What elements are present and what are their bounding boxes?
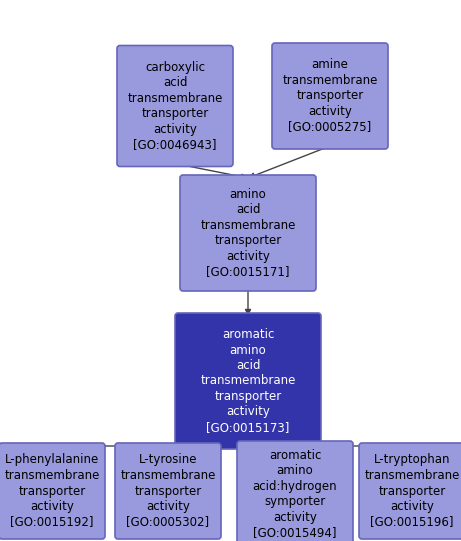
Text: L-phenylalanine
transmembrane
transporter
activity
[GO:0015192]: L-phenylalanine transmembrane transporte… [4,453,100,529]
FancyBboxPatch shape [175,313,321,449]
Text: carboxylic
acid
transmembrane
transporter
activity
[GO:0046943]: carboxylic acid transmembrane transporte… [127,61,223,151]
Text: amino
acid
transmembrane
transporter
activity
[GO:0015171]: amino acid transmembrane transporter act… [201,188,296,278]
Text: L-tryptophan
transmembrane
transporter
activity
[GO:0015196]: L-tryptophan transmembrane transporter a… [364,453,460,529]
FancyBboxPatch shape [180,175,316,291]
FancyBboxPatch shape [0,443,105,539]
FancyBboxPatch shape [237,441,353,541]
Text: aromatic
amino
acid
transmembrane
transporter
activity
[GO:0015173]: aromatic amino acid transmembrane transp… [201,328,296,434]
Text: amine
transmembrane
transporter
activity
[GO:0005275]: amine transmembrane transporter activity… [282,58,378,134]
Text: aromatic
amino
acid:hydrogen
symporter
activity
[GO:0015494]: aromatic amino acid:hydrogen symporter a… [253,448,337,539]
FancyBboxPatch shape [272,43,388,149]
FancyBboxPatch shape [359,443,461,539]
Text: L-tyrosine
transmembrane
transporter
activity
[GO:0005302]: L-tyrosine transmembrane transporter act… [120,453,216,529]
FancyBboxPatch shape [115,443,221,539]
FancyBboxPatch shape [117,45,233,167]
